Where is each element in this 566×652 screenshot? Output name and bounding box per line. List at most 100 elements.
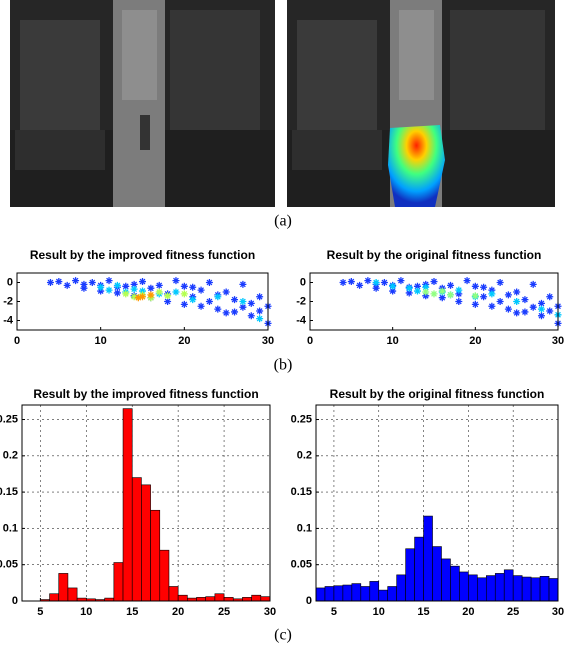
chart-title: Result by the original fitness function [330, 387, 545, 401]
scatter-point [214, 293, 222, 301]
y-tick-label: 0.05 [291, 559, 312, 571]
scatter-point [239, 298, 247, 305]
histogram-bar [450, 565, 460, 602]
histogram-bar [315, 587, 326, 602]
y-tick-label: 0 [300, 276, 306, 288]
scatter-point [113, 289, 121, 297]
scatter-point [438, 287, 446, 295]
scatter-point [413, 282, 421, 290]
histogram-bar [260, 596, 271, 602]
panel-label: (b) [274, 357, 293, 374]
plot-frame [21, 404, 271, 602]
scatter-point [231, 296, 239, 304]
histogram-bar [539, 576, 550, 602]
scatter-point [397, 277, 405, 285]
scatter-point [105, 277, 113, 285]
y-tick-label: 0.1 [297, 522, 312, 534]
x-tick-label: 30 [262, 335, 274, 347]
histogram-bar [521, 576, 532, 602]
scatter-point [513, 309, 521, 317]
scatter-point [546, 293, 554, 301]
x-tick-label: 10 [95, 335, 107, 347]
scatter-point [239, 280, 247, 288]
histogram-bar [530, 577, 541, 602]
histogram-bar [485, 575, 496, 602]
scatter-point [72, 277, 80, 285]
scatter-point [139, 287, 146, 295]
x-tick-label: 15 [126, 606, 138, 618]
scatter-point [80, 284, 88, 292]
scatter-point [122, 282, 130, 290]
plot-frame [309, 272, 559, 331]
histogram-bar [477, 577, 487, 602]
scatter-point [430, 290, 438, 298]
scatter-point [197, 286, 205, 294]
histogram-bar [196, 597, 207, 602]
scatter-point [488, 302, 496, 310]
scatter-point [438, 294, 446, 302]
y-tick-label: 0.1 [3, 522, 18, 534]
histogram-bar [214, 593, 225, 602]
histogram-bar [342, 584, 353, 602]
x-tick-label: 10 [80, 606, 92, 618]
scatter-point [488, 286, 496, 294]
scatter-point [488, 290, 496, 298]
scatter-point [63, 281, 71, 289]
scatter-point [389, 282, 397, 290]
scatter-point [80, 280, 88, 288]
histogram-bar [223, 597, 234, 602]
histogram-bar [122, 408, 133, 602]
histogram-bar [396, 574, 406, 602]
chart-title: Result by the improved fitness function [33, 387, 258, 401]
x-tick-label: 30 [552, 335, 564, 347]
x-tick-label: 20 [469, 335, 481, 347]
scatter-point [122, 290, 130, 298]
y-tick-label: 0.2 [3, 450, 18, 462]
scatter-point [471, 282, 479, 290]
x-tick-label: 0 [14, 335, 20, 347]
scatter-point [447, 281, 455, 289]
scatter-point [513, 298, 521, 305]
histogram-bar [58, 573, 69, 602]
scatter-point [134, 294, 142, 302]
x-tick-label: 25 [218, 606, 230, 618]
scatter-point [231, 308, 239, 316]
histogram-bar [369, 581, 380, 602]
scatter-point [496, 279, 504, 286]
scatter-point [521, 308, 529, 316]
histogram-bar [131, 477, 142, 602]
x-tick-label: 0 [307, 335, 313, 347]
chart-title: Result by the improved fitness function [30, 248, 255, 262]
scatter-point [130, 285, 138, 293]
scatter-point [513, 288, 521, 296]
histogram-bar [423, 515, 433, 602]
scatter-point [147, 291, 155, 299]
scatter-point [529, 303, 537, 311]
scatter-point [480, 293, 488, 301]
histogram-bar [242, 597, 252, 602]
y-tick-label: 0 [12, 595, 18, 607]
panel-label: (a) [274, 213, 292, 230]
scatter-point [413, 287, 421, 295]
scatter-point [455, 286, 463, 294]
x-tick-label: 10 [387, 335, 399, 347]
scatter-point [130, 280, 138, 288]
photo-right [287, 0, 555, 207]
scatter-point [471, 292, 479, 300]
scatter-point [496, 298, 504, 305]
y-tick-label: -4 [296, 314, 307, 326]
scatter-point [447, 291, 455, 299]
scatter-point [189, 283, 197, 291]
scatter-point [430, 278, 438, 286]
scatter-point [480, 283, 488, 291]
scatter-point [180, 300, 188, 308]
histogram-bar [494, 573, 505, 602]
x-tick-label: 25 [507, 606, 519, 618]
y-tick-label: 0.15 [0, 486, 18, 498]
scatter-point [372, 279, 380, 286]
histogram-bar [333, 585, 344, 602]
scatter-point [147, 284, 155, 292]
scatter-point [422, 288, 430, 296]
x-tick-label: 30 [552, 606, 564, 618]
